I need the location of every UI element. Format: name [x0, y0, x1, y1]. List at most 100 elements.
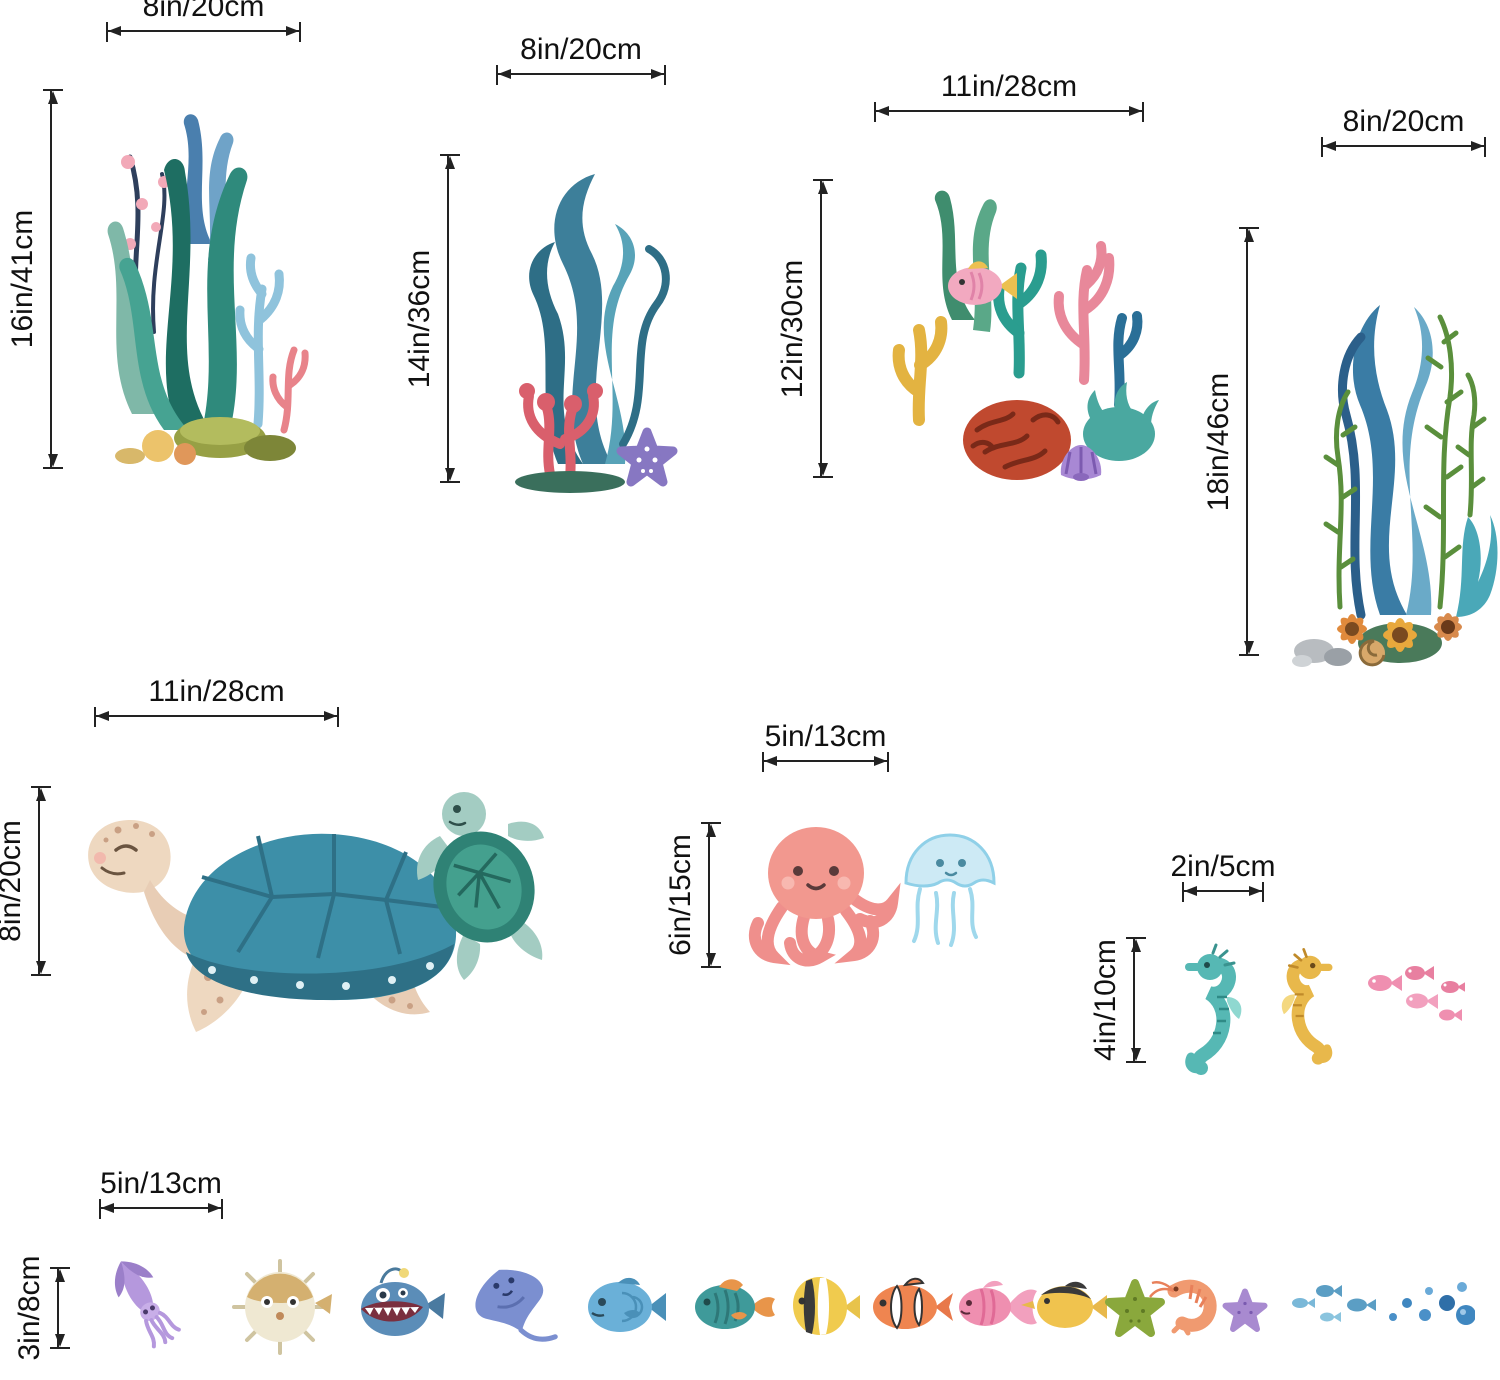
width-dimension: 11in/28cm: [874, 70, 1144, 122]
dimension-arrow: [96, 711, 109, 721]
width-dimension: 8in/20cm: [1321, 105, 1486, 157]
red-coral-plant: [523, 391, 599, 481]
blue-fish: [588, 1277, 666, 1332]
width-label: 8in/20cm: [520, 33, 642, 66]
fish-row-illustration: [114, 1259, 1475, 1355]
dimension-arrow: [706, 824, 716, 837]
height-label: 4in/10cm: [1089, 939, 1122, 1061]
pink-fish-school: [1368, 966, 1465, 1021]
dimension-arrow: [101, 1203, 114, 1213]
width-dimension: 2in/5cm: [1170, 850, 1276, 902]
height-dimension: 12in/30cm: [776, 179, 833, 478]
width-label: 8in/20cm: [142, 0, 265, 23]
width-dimension: 5in/13cm: [99, 1167, 223, 1219]
anglerfish: [361, 1267, 445, 1336]
bottom-rocks-and-coral: [115, 417, 296, 465]
pink-coral: [269, 346, 309, 434]
yellow-coral: [892, 316, 948, 426]
jellyfish: [904, 833, 996, 947]
seahorse-teal: [1185, 943, 1242, 1075]
width-dimension: 8in/20cm: [106, 0, 301, 42]
dimension-arrow: [108, 26, 121, 36]
height-dimension: 4in/10cm: [1089, 937, 1146, 1063]
large-sea-turtle: [88, 820, 457, 1032]
height-label: 18in/46cm: [1202, 372, 1235, 511]
seahorse-yellow: [1281, 948, 1333, 1065]
teal-branch-coral: [993, 249, 1047, 379]
dimension-arrow: [818, 463, 828, 476]
dimension-arrow: [876, 106, 889, 116]
tall-kelp-illustration: [1292, 305, 1498, 667]
yellow-striped-fish: [793, 1277, 860, 1335]
tiny-fish-school: [1292, 1285, 1376, 1322]
width-dimension: 11in/28cm: [94, 675, 339, 727]
dimension-arrow: [498, 69, 511, 79]
purple-small-starfish: [1222, 1288, 1268, 1332]
dimension-arrow: [1471, 141, 1484, 151]
shrimp: [1149, 1279, 1217, 1336]
purple-shell: [1060, 445, 1102, 481]
sea-turtles-illustration: [88, 792, 544, 1032]
small-sea-turtle: [416, 792, 544, 980]
dimension-arrow: [36, 961, 46, 974]
dimension-arrow: [1249, 886, 1262, 896]
dimension-arrow: [48, 91, 58, 104]
dimension-arrow: [1184, 886, 1197, 896]
seaweed-cluster-illustration: [107, 114, 309, 465]
dimension-arrow: [36, 788, 46, 801]
clownfish: [873, 1277, 953, 1330]
green-starfish: [1105, 1279, 1165, 1337]
dimension-arrow: [1244, 641, 1254, 654]
height-label: 16in/41cm: [6, 209, 39, 349]
octopus: [748, 827, 901, 967]
dimension-arrow: [48, 454, 58, 467]
purple-starfish: [616, 427, 678, 487]
width-label: 5in/13cm: [100, 1167, 222, 1200]
stones: [1292, 639, 1352, 667]
dimension-arrow: [1244, 229, 1254, 242]
dimension-arrow: [1323, 141, 1336, 151]
height-dimension: 8in/20cm: [0, 786, 51, 976]
dimension-arrow: [706, 953, 716, 966]
dimension-arrow: [445, 468, 455, 481]
seahorses-illustration: [1185, 943, 1465, 1075]
blue-branch-coral: [235, 253, 284, 429]
squid: [114, 1261, 181, 1349]
teal-anemone: [1083, 382, 1159, 461]
orange-flowers: [1337, 613, 1462, 652]
snail-shell: [1358, 639, 1386, 667]
height-label: 14in/36cm: [403, 249, 436, 388]
width-dimension: 8in/20cm: [496, 33, 666, 85]
height-dimension: 16in/41cm: [6, 89, 63, 469]
pink-fan-coral: [1053, 241, 1115, 385]
dimension-arrow: [651, 69, 664, 79]
height-dimension: 18in/46cm: [1202, 227, 1259, 656]
green-horsetail-plants: [1323, 314, 1487, 610]
dimension-arrow: [818, 181, 828, 194]
pufferfish: [232, 1259, 332, 1355]
dimension-arrow: [1131, 939, 1141, 952]
width-label: 5in/13cm: [764, 720, 887, 753]
height-label: 12in/30cm: [776, 259, 809, 398]
height-label: 8in/20cm: [0, 820, 27, 942]
coral-reef-illustration: [892, 190, 1159, 481]
dimension-arrow: [208, 1203, 221, 1213]
pink-fancy-fish: [959, 1280, 1037, 1326]
brain-coral: [963, 400, 1071, 480]
kelp-red-coral-illustration: [515, 174, 678, 493]
width-label: 11in/28cm: [148, 675, 285, 708]
height-dimension: 6in/15cm: [664, 822, 721, 968]
dimension-arrow: [286, 26, 299, 36]
stingray: [475, 1269, 558, 1342]
octopus-jellyfish-illustration: [748, 827, 996, 967]
width-dimension: 5in/13cm: [762, 720, 889, 772]
bubbles: [1389, 1282, 1475, 1325]
small-reef-fish: [948, 261, 1017, 305]
dimension-arrow: [445, 156, 455, 169]
height-dimension: 14in/36cm: [403, 154, 460, 483]
dimension-arrow: [764, 756, 777, 766]
dimension-arrow: [874, 756, 887, 766]
height-label: 6in/15cm: [664, 834, 697, 956]
height-label: 3in/8cm: [13, 1255, 46, 1361]
